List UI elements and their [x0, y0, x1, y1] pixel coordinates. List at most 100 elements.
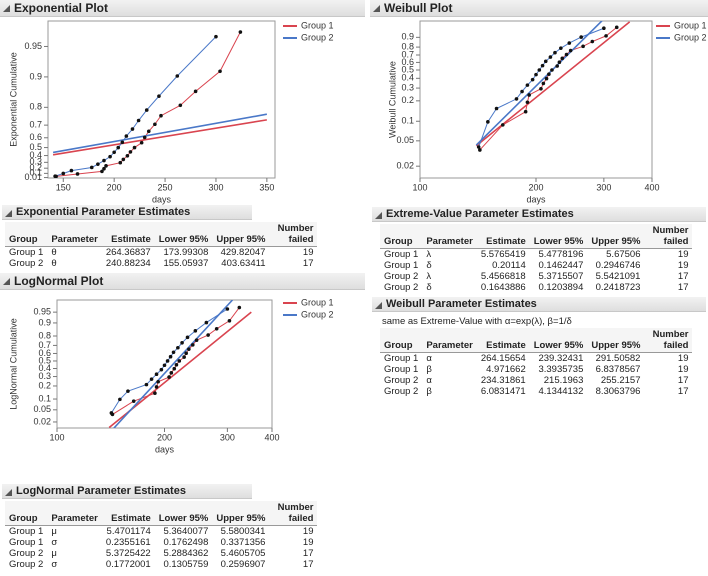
column-header: Parameter [422, 328, 477, 353]
column-header: Number failed [644, 328, 693, 353]
y-tick-label: 0.02 [396, 161, 414, 171]
header-text: Number failed [277, 223, 314, 245]
data-point [156, 379, 160, 384]
data-point [157, 94, 161, 98]
data-point [167, 375, 171, 379]
cell: 0.1772001 [105, 559, 151, 570]
table-header[interactable]: Weibull Parameter Estimates [372, 297, 706, 312]
data-point [214, 34, 218, 39]
cell: Group 2 [9, 559, 44, 570]
y-tick-label: 0.6 [401, 57, 414, 67]
column-header: Lower 95% [529, 328, 588, 353]
data-point [544, 76, 549, 81]
column-header: Number failed [269, 501, 318, 526]
data-point [614, 25, 619, 30]
header-text: Group [384, 340, 413, 351]
data-point [547, 72, 551, 76]
table-header[interactable]: Extreme-Value Parameter Estimates [372, 207, 706, 222]
cell: β [426, 386, 432, 397]
column-header: Parameter [47, 501, 102, 526]
data-point [567, 41, 572, 45]
cell: θ [51, 258, 57, 269]
table-header[interactable]: Exponential Parameter Estimates [2, 205, 252, 220]
table-row: Group 1 α 264.15654 239.32431 291.50582 19 [380, 353, 692, 365]
data-point [602, 26, 606, 31]
cell: 5.5765419 [480, 249, 526, 260]
data-point [523, 109, 528, 114]
y-tick-label: 0.02 [33, 416, 51, 426]
y-axis-label: Weibull Cumulative [387, 61, 397, 138]
data-point [126, 389, 130, 393]
data-point [174, 363, 179, 367]
cell: 19 [677, 249, 689, 260]
cell: Group 1 [9, 537, 44, 548]
y-tick-label: 0.7 [38, 340, 51, 350]
data-point [520, 89, 524, 94]
data-point [548, 55, 553, 59]
header-text: Number failed [652, 329, 689, 351]
x-tick-label: 200 [528, 182, 543, 192]
cell: Group 1 [384, 353, 419, 364]
cell: Group 1 [384, 364, 419, 375]
column-header: Estimate [101, 501, 155, 526]
data-point [237, 305, 242, 310]
cell: 19 [302, 537, 314, 548]
data-point [104, 164, 108, 168]
data-point [75, 172, 80, 176]
section-header[interactable]: Weibull Plot [370, 0, 708, 17]
data-point [136, 118, 141, 123]
data-point [61, 171, 66, 176]
cell: 0.20114 [492, 260, 526, 271]
header-row: Group Parameter Estimate Lower 95% Upper 95%… [5, 501, 318, 526]
table-row: Group 1 μ 5.4701174 5.3640077 5.5800341 19 [5, 526, 317, 538]
data-point [564, 52, 569, 57]
data-point [102, 166, 106, 171]
cell: 19 [677, 260, 689, 271]
data-point [225, 307, 230, 311]
cell: Group 1 [384, 260, 419, 271]
section-header[interactable]: Exponential Plot [0, 0, 365, 17]
data-point [108, 154, 112, 159]
section-header[interactable]: LogNormal Plot [0, 273, 365, 290]
data-point [525, 83, 530, 87]
plot-area [475, 21, 631, 152]
cell: Group 1 [9, 247, 44, 258]
y-tick-label: 0.95 [24, 41, 42, 51]
column-header: Group [5, 501, 48, 526]
table-header[interactable]: LogNormal Parameter Estimates [2, 484, 252, 499]
cell: δ [426, 282, 432, 293]
column-header: Group [5, 222, 48, 247]
data-point [132, 145, 137, 150]
column-header: Parameter [47, 222, 102, 247]
cell: 240.88234 [105, 258, 151, 269]
header-text: Lower 95% [158, 513, 209, 524]
data-point [204, 320, 209, 325]
cell: 0.1203894 [538, 282, 584, 293]
header-text: Upper 95% [591, 236, 641, 247]
x-tick-label: 400 [644, 182, 659, 192]
legend-label: Group 2 [301, 32, 334, 42]
cell: 4.971662 [486, 364, 526, 375]
data-point [539, 86, 543, 91]
table-row: Group 2 θ 240.88234 155.05937 403.63411 17 [5, 258, 317, 269]
header-row: Group Parameter Estimate Lower 95% Upper 95%… [380, 224, 693, 249]
data-point [525, 100, 530, 105]
data-point [527, 93, 531, 97]
column-header: Lower 95% [529, 224, 588, 249]
cell: 264.36837 [105, 247, 151, 258]
x-tick-label: 150 [56, 182, 71, 192]
header-text: Parameter [51, 234, 98, 245]
column-header: Parameter [422, 224, 477, 249]
cell: λ [426, 249, 432, 260]
cell: θ [51, 247, 57, 258]
cell: 291.50582 [595, 353, 641, 364]
cell: λ [426, 271, 432, 282]
cell: 264.15654 [480, 353, 526, 364]
cell: 0.2596907 [220, 559, 266, 570]
cell: 0.3371356 [220, 537, 266, 548]
y-tick-label: 0.5 [38, 355, 51, 365]
y-tick-label: 0.5 [401, 64, 414, 74]
data-point [154, 385, 159, 389]
header-text: Upper 95% [591, 340, 641, 351]
cell: σ [51, 537, 58, 548]
